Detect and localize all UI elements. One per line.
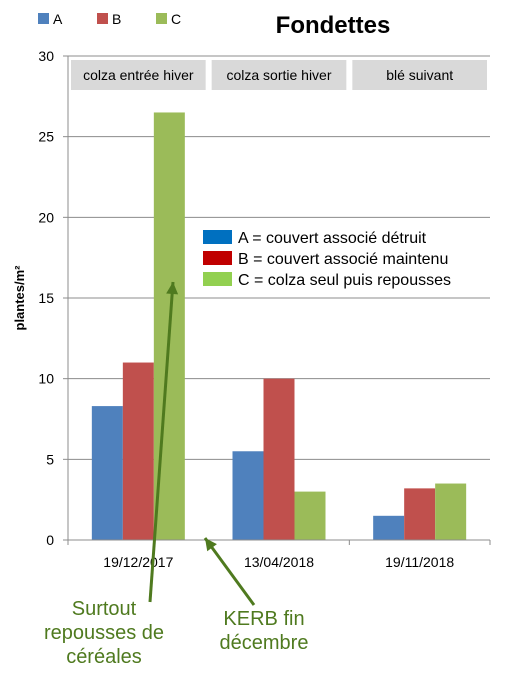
legend-inner-label: B = couvert associé maintenu: [238, 251, 448, 268]
annotation-arrow-line: [203, 537, 256, 606]
bar-a: [232, 451, 264, 540]
annotation-arrow-line: [148, 281, 175, 603]
period-box: [211, 60, 347, 90]
legend-top-swatch: [156, 13, 167, 24]
y-axis-label: plantes/m²: [12, 265, 27, 331]
annotation-text: repousses de: [44, 622, 164, 644]
y-tick-label: 0: [46, 532, 54, 548]
y-tick-label: 25: [38, 129, 54, 145]
period-label: blé suivant: [386, 67, 453, 83]
period-label: colza sortie hiver: [226, 67, 331, 83]
annotation-text: KERB fin: [223, 608, 304, 630]
x-tick-label: 19/12/2017: [103, 554, 173, 570]
legend-top-label: C: [171, 11, 181, 27]
y-tick-label: 10: [38, 371, 54, 387]
annotation-arrows: [148, 281, 256, 606]
bar-b: [122, 362, 154, 540]
annotation-text: céréales: [66, 646, 142, 668]
legend-top: A B C: [38, 11, 181, 27]
annotation-arrowhead: [166, 282, 179, 295]
annotation-text: décembre: [220, 632, 309, 654]
annotation-arrowhead: [205, 538, 217, 552]
y-tick-label: 20: [38, 209, 54, 225]
annotation-text: Surtout: [72, 598, 137, 620]
axes: [63, 55, 491, 545]
bar-a: [91, 406, 123, 540]
x-tick-labels: 19/12/2017 13/04/2018 19/11/2018: [103, 554, 454, 570]
period-box: [71, 60, 206, 90]
period-box: [352, 60, 487, 90]
legend-inner-label: A = couvert associé détruit: [238, 230, 427, 247]
y-tick-labels: 0 5 10 15 20 25 30: [38, 48, 54, 548]
y-tick-label: 30: [38, 48, 54, 64]
period-label-boxes: colza entrée hiver colza sortie hiver blé …: [71, 60, 487, 90]
legend-top-swatch: [38, 13, 49, 24]
legend-inner-swatch: [203, 251, 232, 265]
legend-inner-swatch: [203, 272, 232, 286]
x-tick-label: 19/11/2018: [385, 554, 454, 570]
x-tick-label: 13/04/2018: [244, 554, 314, 570]
period-label: colza entrée hiver: [83, 67, 194, 83]
legend-inner-swatch: [203, 230, 232, 244]
legend-top-label: B: [112, 11, 121, 27]
bar-c: [435, 483, 467, 540]
y-tick-label: 5: [46, 451, 54, 467]
bar-a: [373, 515, 405, 540]
bar-b: [263, 378, 295, 540]
bar-c: [294, 491, 326, 540]
bar-b: [404, 488, 436, 540]
legend-inner: A = couvert associé détruit B = couvert a…: [203, 230, 451, 289]
legend-inner-label: C = colza seul puis repousses: [238, 272, 451, 289]
legend-top-swatch: [97, 13, 108, 24]
legend-top-label: A: [53, 11, 63, 27]
chart-title: Fondettes: [276, 12, 391, 39]
y-tick-label: 15: [38, 290, 54, 306]
